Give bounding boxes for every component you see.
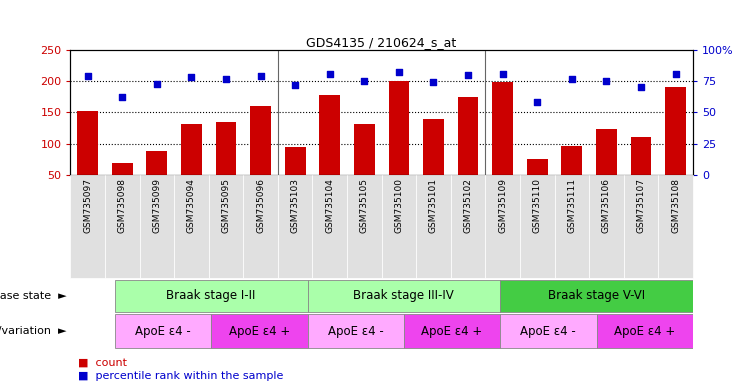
Bar — [665, 87, 686, 175]
Bar — [354, 124, 375, 175]
Point — [566, 76, 578, 82]
Bar — [596, 129, 617, 175]
Text: GSM735099: GSM735099 — [153, 178, 162, 233]
Text: GSM735110: GSM735110 — [533, 178, 542, 233]
Text: ■  percentile rank within the sample: ■ percentile rank within the sample — [78, 371, 283, 381]
Text: GSM735108: GSM735108 — [671, 178, 680, 233]
FancyBboxPatch shape — [174, 175, 209, 278]
Bar — [631, 137, 651, 175]
Text: ApoE ε4 -: ApoE ε4 - — [520, 325, 576, 338]
FancyBboxPatch shape — [589, 175, 624, 278]
FancyBboxPatch shape — [115, 280, 308, 311]
Text: ApoE ε4 +: ApoE ε4 + — [422, 325, 482, 338]
Bar — [527, 159, 548, 175]
Text: disease state  ►: disease state ► — [0, 291, 67, 301]
FancyBboxPatch shape — [597, 314, 693, 348]
Text: GSM735094: GSM735094 — [187, 178, 196, 233]
Text: GSM735104: GSM735104 — [325, 178, 334, 233]
FancyBboxPatch shape — [416, 175, 451, 278]
Point — [531, 99, 543, 106]
FancyBboxPatch shape — [209, 175, 243, 278]
Text: GSM735098: GSM735098 — [118, 178, 127, 233]
Point — [600, 78, 612, 84]
Point — [289, 82, 301, 88]
Bar — [285, 147, 305, 175]
Point — [496, 71, 508, 77]
FancyBboxPatch shape — [382, 175, 416, 278]
Point — [324, 71, 336, 77]
Text: GSM735107: GSM735107 — [637, 178, 645, 233]
Text: GSM735096: GSM735096 — [256, 178, 265, 233]
FancyBboxPatch shape — [658, 175, 693, 278]
Text: GSM735109: GSM735109 — [498, 178, 507, 233]
Text: Braak stage I-II: Braak stage I-II — [167, 289, 256, 302]
Point — [151, 81, 163, 87]
FancyBboxPatch shape — [347, 175, 382, 278]
FancyBboxPatch shape — [308, 280, 500, 311]
FancyBboxPatch shape — [485, 175, 520, 278]
Text: GSM735100: GSM735100 — [394, 178, 403, 233]
FancyBboxPatch shape — [554, 175, 589, 278]
Text: GSM735106: GSM735106 — [602, 178, 611, 233]
Bar — [423, 119, 444, 175]
Bar — [388, 81, 409, 175]
Text: ApoE ε4 -: ApoE ε4 - — [135, 325, 191, 338]
Bar — [181, 124, 202, 175]
Text: ■  count: ■ count — [78, 358, 127, 368]
Bar — [216, 122, 236, 175]
Point — [255, 73, 267, 79]
Bar — [458, 98, 479, 175]
Text: ApoE ε4 +: ApoE ε4 + — [614, 325, 675, 338]
Bar — [562, 146, 582, 175]
Point — [82, 73, 93, 79]
Point — [462, 72, 474, 78]
FancyBboxPatch shape — [624, 175, 658, 278]
Text: Braak stage III-IV: Braak stage III-IV — [353, 289, 454, 302]
Text: GSM735103: GSM735103 — [290, 178, 299, 233]
Text: GSM735097: GSM735097 — [83, 178, 92, 233]
Bar — [250, 106, 271, 175]
Bar — [112, 164, 133, 175]
Bar — [147, 151, 167, 175]
Point — [670, 71, 682, 77]
Bar — [319, 95, 340, 175]
FancyBboxPatch shape — [451, 175, 485, 278]
Point — [359, 78, 370, 84]
Title: GDS4135 / 210624_s_at: GDS4135 / 210624_s_at — [307, 36, 456, 49]
Text: GSM735111: GSM735111 — [568, 178, 576, 233]
FancyBboxPatch shape — [105, 175, 139, 278]
Text: GSM735095: GSM735095 — [222, 178, 230, 233]
FancyBboxPatch shape — [70, 175, 105, 278]
Bar — [77, 111, 98, 175]
Point — [220, 76, 232, 82]
FancyBboxPatch shape — [211, 314, 308, 348]
Text: genotype/variation  ►: genotype/variation ► — [0, 326, 67, 336]
FancyBboxPatch shape — [243, 175, 278, 278]
Point — [116, 94, 128, 101]
FancyBboxPatch shape — [500, 280, 693, 311]
FancyBboxPatch shape — [115, 314, 211, 348]
FancyBboxPatch shape — [404, 314, 500, 348]
Point — [185, 74, 197, 81]
FancyBboxPatch shape — [308, 314, 404, 348]
Text: GSM735105: GSM735105 — [360, 178, 369, 233]
Text: GSM735102: GSM735102 — [464, 178, 473, 233]
Bar — [492, 83, 513, 175]
FancyBboxPatch shape — [139, 175, 174, 278]
Text: GSM735101: GSM735101 — [429, 178, 438, 233]
Text: ApoE ε4 +: ApoE ε4 + — [229, 325, 290, 338]
FancyBboxPatch shape — [500, 314, 597, 348]
Point — [393, 70, 405, 76]
FancyBboxPatch shape — [520, 175, 554, 278]
Point — [428, 79, 439, 86]
FancyBboxPatch shape — [278, 175, 313, 278]
Text: Braak stage V-VI: Braak stage V-VI — [548, 289, 645, 302]
Point — [635, 84, 647, 91]
Text: ApoE ε4 -: ApoE ε4 - — [328, 325, 384, 338]
FancyBboxPatch shape — [313, 175, 347, 278]
